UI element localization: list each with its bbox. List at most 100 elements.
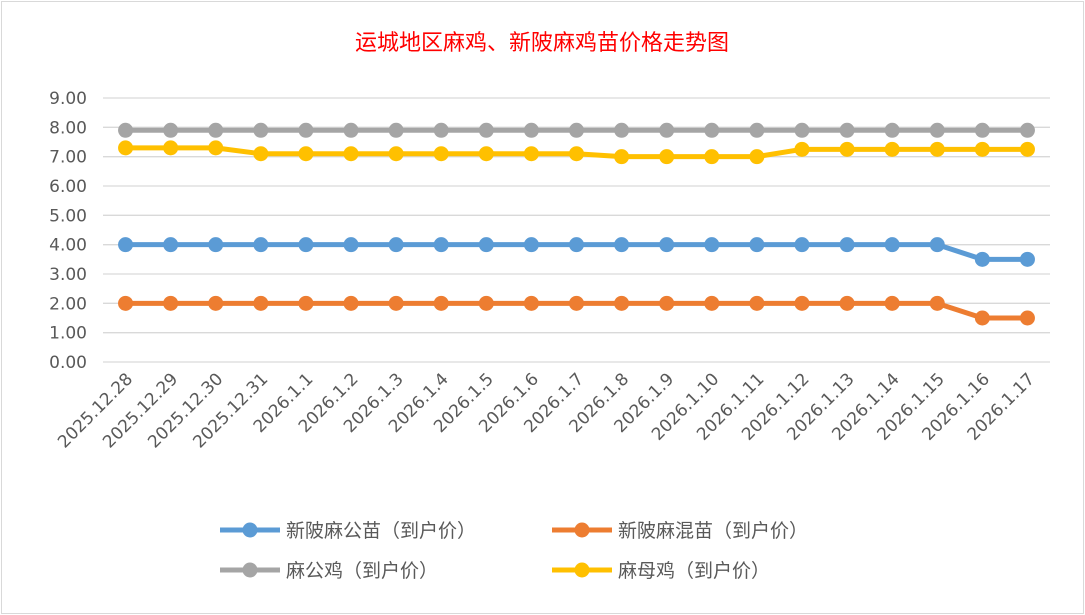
data-point: [974, 122, 990, 138]
data-point: [659, 122, 675, 138]
y-tick-label: 1.00: [49, 324, 87, 344]
data-point: [253, 237, 269, 253]
data-point: [749, 122, 765, 138]
data-point: [343, 122, 359, 138]
data-point: [163, 237, 179, 253]
data-point: [433, 146, 449, 162]
data-point: [343, 295, 359, 311]
legend-marker: [574, 522, 590, 538]
data-point: [974, 310, 990, 326]
data-point: [523, 237, 539, 253]
data-point: [1019, 310, 1035, 326]
data-point: [118, 295, 134, 311]
y-tick-label: 8.00: [49, 118, 87, 138]
y-tick-label: 5.00: [49, 206, 87, 226]
data-point: [929, 122, 945, 138]
data-point: [388, 122, 404, 138]
data-point: [163, 295, 179, 311]
data-point: [253, 122, 269, 138]
data-point: [208, 237, 224, 253]
data-point: [1019, 122, 1035, 138]
legend-marker: [242, 562, 258, 578]
data-point: [388, 237, 404, 253]
series-2: [118, 122, 1035, 138]
data-point: [659, 295, 675, 311]
data-point: [659, 237, 675, 253]
data-point: [433, 122, 449, 138]
y-tick-label: 6.00: [49, 177, 87, 197]
data-point: [704, 122, 720, 138]
data-point: [118, 237, 134, 253]
y-tick-label: 0.00: [49, 353, 87, 373]
data-point: [614, 295, 630, 311]
data-point: [388, 146, 404, 162]
data-point: [569, 122, 584, 138]
legend-item: 新陂麻混苗（到户价）: [552, 520, 808, 542]
series-1: [118, 295, 1035, 326]
data-point: [704, 237, 720, 253]
data-point: [118, 140, 134, 156]
data-point: [478, 122, 494, 138]
data-point: [974, 251, 990, 267]
data-point: [659, 149, 675, 165]
data-point: [614, 149, 630, 165]
data-point: [704, 149, 720, 165]
data-point: [839, 141, 855, 157]
data-point: [794, 122, 810, 138]
data-point: [388, 295, 404, 311]
data-point: [1019, 141, 1035, 157]
data-point: [253, 295, 269, 311]
data-point: [523, 122, 539, 138]
data-point: [478, 237, 494, 253]
legend-label: 新陂麻公苗（到户价）: [286, 520, 476, 542]
legend-marker: [242, 522, 258, 538]
data-point: [163, 140, 179, 156]
series-0: [118, 237, 1035, 267]
data-point: [298, 146, 314, 162]
data-point: [478, 146, 494, 162]
data-point: [749, 295, 765, 311]
data-point: [749, 149, 765, 165]
data-point: [163, 122, 179, 138]
y-tick-label: 3.00: [49, 265, 87, 285]
y-tick-label: 7.00: [49, 148, 87, 168]
data-point: [884, 237, 900, 253]
data-point: [253, 146, 269, 162]
data-point: [974, 141, 990, 157]
data-point: [794, 237, 810, 253]
data-point: [569, 237, 584, 253]
data-point: [704, 295, 720, 311]
data-point: [433, 237, 449, 253]
series-3: [118, 140, 1035, 165]
legend-item: 麻母鸡（到户价）: [552, 560, 770, 582]
legend-label: 新陂麻混苗（到户价）: [618, 520, 808, 542]
legend-label: 麻母鸡（到户价）: [618, 560, 770, 582]
data-point: [433, 295, 449, 311]
data-point: [118, 122, 134, 138]
data-point: [569, 146, 584, 162]
data-point: [478, 295, 494, 311]
y-tick-label: 9.00: [49, 89, 87, 109]
data-point: [884, 122, 900, 138]
data-point: [208, 140, 224, 156]
data-point: [208, 295, 224, 311]
legend-item: 新陂麻公苗（到户价）: [220, 520, 476, 542]
data-point: [794, 295, 810, 311]
data-point: [298, 295, 314, 311]
data-point: [1019, 251, 1035, 267]
data-point: [614, 122, 630, 138]
data-point: [929, 141, 945, 157]
data-point: [839, 122, 855, 138]
chart-title: 运城地区麻鸡、新陂麻鸡苗价格走势图: [355, 31, 729, 56]
data-point: [523, 146, 539, 162]
data-point: [749, 237, 765, 253]
legend-marker: [574, 562, 590, 578]
legend-item: 麻公鸡（到户价）: [220, 560, 438, 582]
legend-label: 麻公鸡（到户价）: [286, 560, 438, 582]
data-point: [929, 295, 945, 311]
data-point: [523, 295, 539, 311]
data-point: [208, 122, 224, 138]
data-point: [343, 237, 359, 253]
